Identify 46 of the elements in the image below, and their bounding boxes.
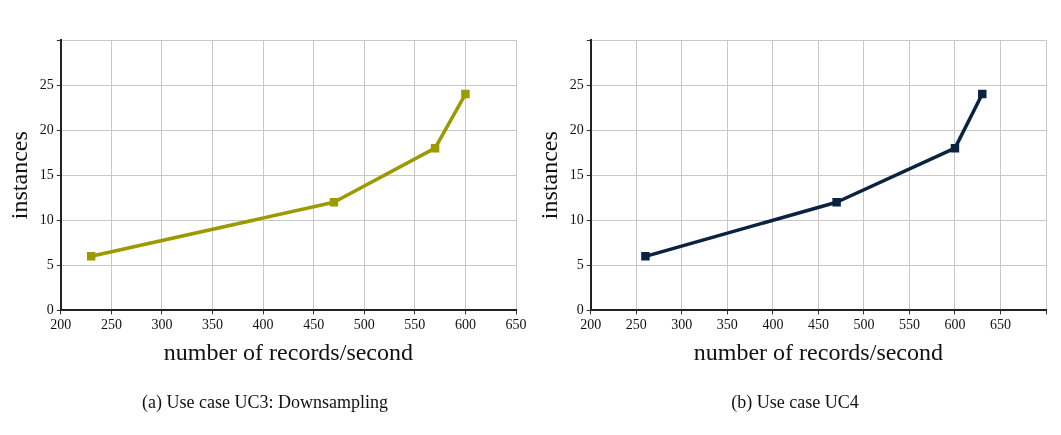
x-tick-label: 500 [853, 317, 875, 333]
point [86, 252, 96, 261]
x-tick-label: 400 [762, 317, 784, 333]
x-tick-label: 350 [716, 317, 738, 333]
x-tick-label: 450 [303, 317, 325, 333]
y-tick-label: 25 [569, 76, 584, 92]
point [329, 198, 339, 207]
x-tick-label: 350 [202, 317, 224, 333]
y-tick-label: 15 [569, 166, 584, 182]
y-axis-title: instances [5, 131, 32, 220]
point [461, 89, 470, 99]
x-tick-label: 650 [505, 317, 527, 333]
x-tick-label: 650 [989, 317, 1011, 333]
y-axis-title: instances [535, 131, 562, 220]
x-tick-label: 250 [625, 317, 647, 333]
x-tick-label: 300 [151, 317, 173, 333]
y-tick-label: 0 [576, 302, 584, 318]
x-tick-label: 550 [404, 317, 426, 333]
x-tick-label: 550 [898, 317, 920, 333]
x-tick-label: 250 [100, 317, 122, 333]
point [430, 143, 440, 153]
x-axis-title: number of records/second [163, 338, 414, 365]
y-tick-label: 20 [39, 121, 54, 137]
text: (b) Use case UC4 [730, 392, 860, 413]
y-tick-label: 5 [46, 257, 54, 273]
x-tick-label: 600 [454, 317, 476, 333]
point [832, 198, 841, 207]
point [950, 143, 960, 153]
x-tick-label: 200 [50, 317, 72, 333]
y-tick-label: 10 [39, 211, 54, 227]
y-tick-label: 20 [569, 121, 584, 137]
y-tick-label: 5 [576, 257, 584, 273]
point [641, 252, 650, 261]
x-tick-label: 450 [807, 317, 829, 333]
x-tick-label: 600 [944, 317, 966, 333]
y-tick-label: 15 [39, 166, 54, 182]
x-tick-label: 300 [671, 317, 693, 333]
x-tick-label: 200 [580, 317, 602, 333]
x-tick-label: 500 [353, 317, 375, 333]
x-tick-label: 400 [252, 317, 274, 333]
y-tick-label: 0 [46, 302, 54, 318]
x-axis-title: number of records/second [693, 338, 944, 365]
text: (a) Use case UC3: Downsampling [141, 392, 389, 413]
point [978, 89, 987, 99]
y-tick-label: 10 [569, 211, 584, 227]
y-tick-label: 25 [39, 76, 54, 92]
